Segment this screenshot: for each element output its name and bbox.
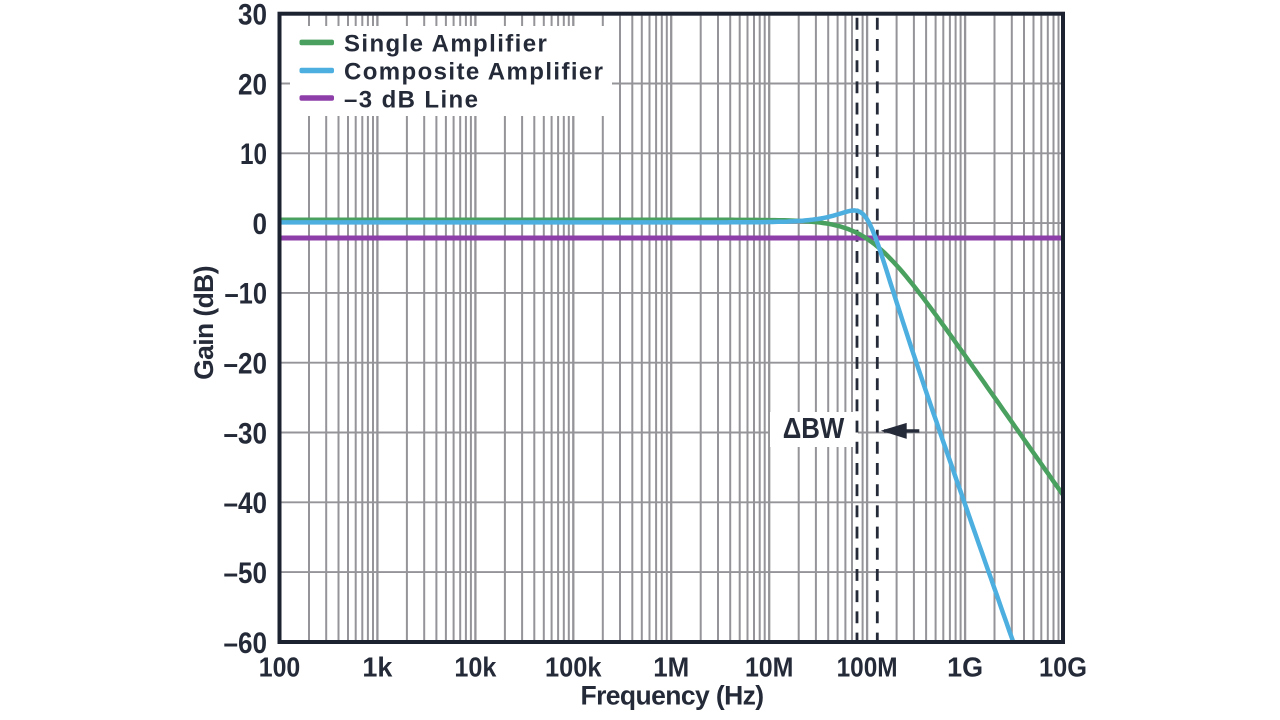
- svg-text:10: 10: [240, 138, 267, 171]
- svg-text:1k: 1k: [362, 652, 392, 683]
- svg-text:100M: 100M: [837, 652, 898, 683]
- svg-text:–20: –20: [224, 348, 268, 381]
- svg-text:–50: –50: [224, 557, 268, 590]
- svg-text:Composite Amplifier: Composite Amplifier: [344, 59, 604, 86]
- svg-text:10M: 10M: [745, 652, 794, 683]
- svg-text:Frequency (Hz): Frequency (Hz): [580, 680, 763, 710]
- svg-text:10k: 10k: [454, 652, 496, 683]
- svg-text:Single Amplifier: Single Amplifier: [344, 31, 548, 58]
- svg-text:–60: –60: [224, 627, 268, 660]
- svg-text:0: 0: [253, 208, 268, 241]
- svg-text:1M: 1M: [653, 652, 689, 683]
- svg-text:100: 100: [259, 652, 301, 683]
- svg-text:30: 30: [238, 0, 267, 32]
- svg-text:20: 20: [238, 68, 267, 101]
- svg-text:–3 dB Line: –3 dB Line: [344, 86, 479, 113]
- svg-text:–30: –30: [224, 417, 268, 450]
- svg-text:10G: 10G: [1039, 652, 1087, 683]
- svg-text:–40: –40: [224, 487, 268, 520]
- svg-text:Gain (dB): Gain (dB): [189, 266, 219, 380]
- svg-text:100k: 100k: [545, 652, 602, 683]
- svg-text:1G: 1G: [947, 652, 983, 683]
- svg-text:ΔBW: ΔBW: [783, 413, 845, 445]
- svg-text:–10: –10: [225, 278, 268, 311]
